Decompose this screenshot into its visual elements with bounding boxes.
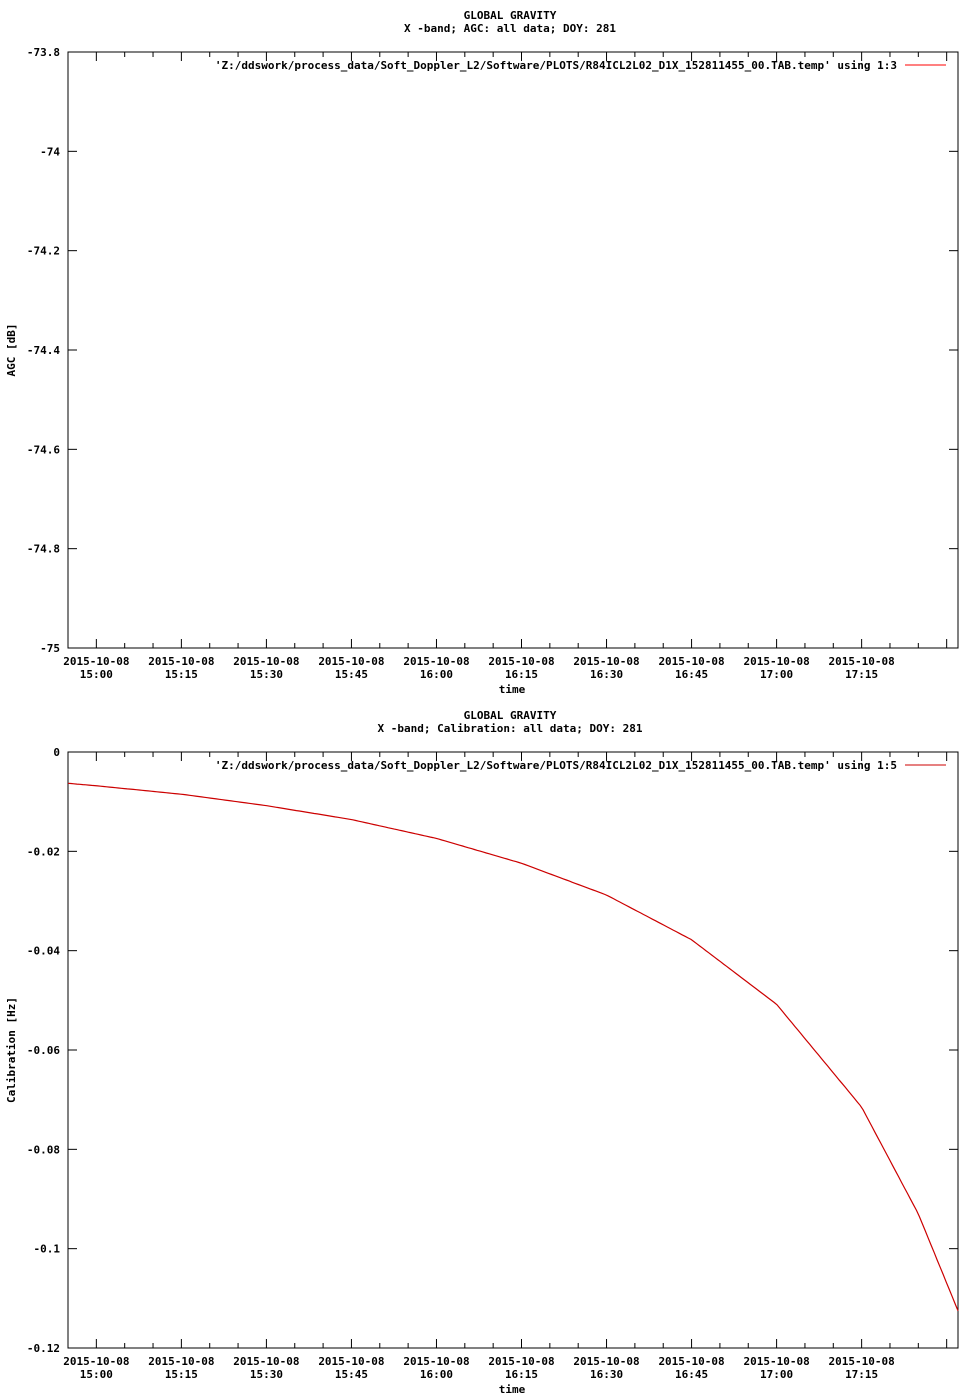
x-tick-time-label: 17:00 — [760, 1368, 793, 1381]
y-tick-label: -0.1 — [34, 1243, 61, 1256]
x-tick-date-label: 2015-10-08 — [63, 655, 129, 668]
x-tick-date-label: 2015-10-08 — [63, 1355, 129, 1368]
y-tick-label: 0 — [53, 746, 60, 759]
x-tick-time-label: 16:00 — [420, 1368, 453, 1381]
x-axis-label: time — [499, 1383, 526, 1396]
chart-title: GLOBAL GRAVITY — [464, 9, 557, 22]
x-tick-date-label: 2015-10-08 — [148, 1355, 214, 1368]
x-tick-time-label: 15:15 — [165, 1368, 198, 1381]
x-tick-date-label: 2015-10-08 — [658, 655, 724, 668]
x-tick-time-label: 15:45 — [335, 1368, 368, 1381]
y-axis-label: Calibration [Hz] — [5, 997, 18, 1103]
x-tick-time-label: 17:00 — [760, 668, 793, 681]
x-tick-time-label: 15:30 — [250, 1368, 283, 1381]
x-tick-time-label: 15:30 — [250, 668, 283, 681]
x-tick-time-label: 16:30 — [590, 668, 623, 681]
x-tick-date-label: 2015-10-08 — [233, 655, 299, 668]
chart-subtitle: X -band; AGC: all data; DOY: 281 — [404, 22, 616, 35]
x-tick-date-label: 2015-10-08 — [318, 655, 384, 668]
y-tick-label: -74 — [40, 145, 60, 158]
calibration-series-line — [67, 782, 959, 1312]
x-tick-time-label: 16:30 — [590, 1368, 623, 1381]
y-tick-label: -0.12 — [27, 1342, 60, 1355]
x-tick-date-label: 2015-10-08 — [233, 1355, 299, 1368]
plot-frame — [67, 751, 959, 1349]
y-tick-label: -74.4 — [27, 344, 60, 357]
x-axis-label: time — [499, 683, 526, 696]
x-tick-date-label: 2015-10-08 — [148, 655, 214, 668]
x-tick-time-label: 15:00 — [80, 668, 113, 681]
plot-frame — [67, 51, 959, 649]
x-tick-date-label: 2015-10-08 — [743, 1355, 809, 1368]
x-tick-date-label: 2015-10-08 — [573, 1355, 639, 1368]
y-tick-label: -74.8 — [27, 543, 60, 556]
x-tick-time-label: 16:15 — [505, 1368, 538, 1381]
x-tick-date-label: 2015-10-08 — [829, 655, 895, 668]
x-tick-time-label: 16:45 — [675, 668, 708, 681]
x-tick-date-label: 2015-10-08 — [658, 1355, 724, 1368]
y-tick-label: -0.02 — [27, 845, 60, 858]
x-tick-date-label: 2015-10-08 — [488, 1355, 554, 1368]
chart-subtitle: X -band; Calibration: all data; DOY: 281 — [378, 722, 643, 735]
x-tick-date-label: 2015-10-08 — [403, 655, 469, 668]
x-tick-date-label: 2015-10-08 — [488, 655, 554, 668]
x-tick-date-label: 2015-10-08 — [829, 1355, 895, 1368]
x-tick-time-label: 15:15 — [165, 668, 198, 681]
legend-label: 'Z:/ddswork/process_data/Soft_Doppler_L2… — [215, 59, 897, 72]
legend-label: 'Z:/ddswork/process_data/Soft_Doppler_L2… — [215, 759, 897, 772]
y-tick-label: -0.08 — [27, 1143, 60, 1156]
x-tick-time-label: 17:15 — [845, 1368, 878, 1381]
x-tick-date-label: 2015-10-08 — [743, 655, 809, 668]
y-tick-label: -75 — [40, 642, 60, 655]
x-tick-time-label: 16:45 — [675, 1368, 708, 1381]
x-tick-date-label: 2015-10-08 — [573, 655, 639, 668]
x-tick-date-label: 2015-10-08 — [318, 1355, 384, 1368]
x-tick-time-label: 17:15 — [845, 668, 878, 681]
chart-title: GLOBAL GRAVITY — [464, 709, 557, 722]
y-tick-label: -73.8 — [27, 46, 60, 59]
y-tick-label: -0.04 — [27, 945, 60, 958]
y-tick-label: -74.2 — [27, 245, 60, 258]
y-axis-label: AGC [dB] — [5, 324, 18, 377]
x-tick-time-label: 16:15 — [505, 668, 538, 681]
x-tick-time-label: 15:00 — [80, 1368, 113, 1381]
y-tick-label: -74.6 — [27, 443, 60, 456]
x-tick-time-label: 16:00 — [420, 668, 453, 681]
x-tick-date-label: 2015-10-08 — [403, 1355, 469, 1368]
x-tick-time-label: 15:45 — [335, 668, 368, 681]
y-tick-label: -0.06 — [27, 1044, 60, 1057]
